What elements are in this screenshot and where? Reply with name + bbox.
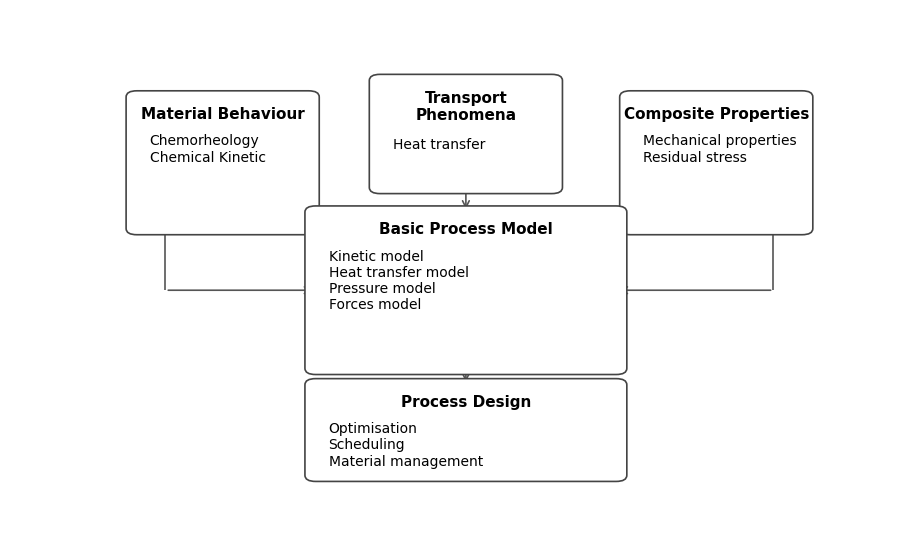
Text: Basic Process Model: Basic Process Model xyxy=(379,222,553,238)
Text: Chemorheology
Chemical Kinetic: Chemorheology Chemical Kinetic xyxy=(150,135,266,164)
Text: Heat transfer: Heat transfer xyxy=(393,138,485,152)
FancyBboxPatch shape xyxy=(369,74,562,194)
FancyBboxPatch shape xyxy=(305,379,627,482)
FancyBboxPatch shape xyxy=(126,91,319,235)
Text: Material Behaviour: Material Behaviour xyxy=(141,107,305,122)
Text: Optimisation
Scheduling
Material management: Optimisation Scheduling Material managem… xyxy=(329,422,483,469)
FancyBboxPatch shape xyxy=(619,91,813,235)
Text: Transport
Phenomena: Transport Phenomena xyxy=(415,91,517,123)
Text: Composite Properties: Composite Properties xyxy=(624,107,809,122)
Text: Kinetic model
Heat transfer model
Pressure model
Forces model: Kinetic model Heat transfer model Pressu… xyxy=(329,249,469,312)
Text: Mechanical properties
Residual stress: Mechanical properties Residual stress xyxy=(643,135,797,164)
Text: Process Design: Process Design xyxy=(401,395,531,410)
FancyBboxPatch shape xyxy=(305,206,627,374)
